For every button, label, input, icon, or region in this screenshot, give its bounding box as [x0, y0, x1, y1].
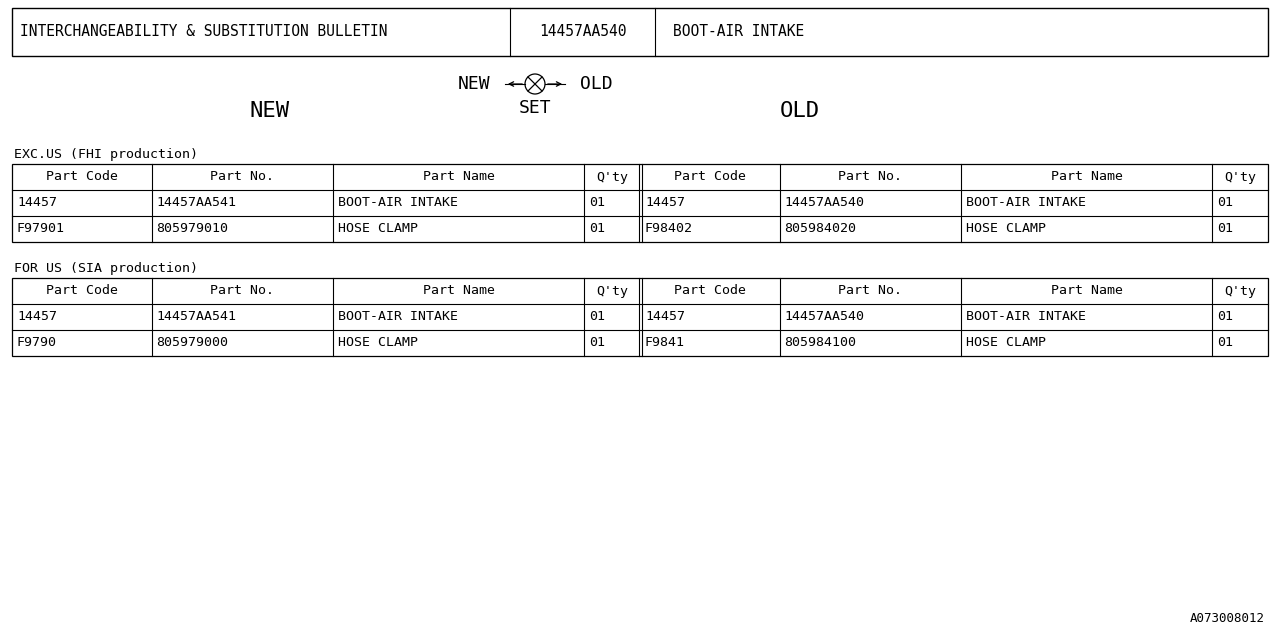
Text: Part Name: Part Name [1051, 285, 1123, 298]
Text: 14457: 14457 [645, 196, 685, 209]
Text: F9790: F9790 [17, 337, 58, 349]
Text: 14457AA541: 14457AA541 [156, 310, 237, 323]
Text: Q'ty: Q'ty [596, 285, 628, 298]
Text: 14457AA540: 14457AA540 [785, 310, 864, 323]
Text: HOSE CLAMP: HOSE CLAMP [966, 337, 1046, 349]
Text: Part No.: Part No. [210, 285, 274, 298]
Text: Part No.: Part No. [838, 170, 902, 184]
Text: Part Name: Part Name [422, 285, 494, 298]
Text: Part No.: Part No. [838, 285, 902, 298]
Text: Q'ty: Q'ty [1224, 170, 1256, 184]
Text: 14457: 14457 [645, 310, 685, 323]
Text: F98402: F98402 [645, 223, 692, 236]
Text: FOR US (SIA production): FOR US (SIA production) [14, 262, 198, 275]
Text: BOOT-AIR INTAKE: BOOT-AIR INTAKE [673, 24, 804, 40]
Text: 01: 01 [589, 337, 605, 349]
Text: NEW: NEW [457, 75, 490, 93]
Text: BOOT-AIR INTAKE: BOOT-AIR INTAKE [966, 196, 1085, 209]
Text: EXC.US (FHI production): EXC.US (FHI production) [14, 148, 198, 161]
Text: 01: 01 [1217, 310, 1233, 323]
Text: NEW: NEW [250, 101, 291, 121]
Text: Part Name: Part Name [1051, 170, 1123, 184]
Text: 14457: 14457 [17, 310, 58, 323]
Text: 805979010: 805979010 [156, 223, 229, 236]
Text: F97901: F97901 [17, 223, 65, 236]
Text: A073008012: A073008012 [1190, 612, 1265, 625]
Text: OLD: OLD [580, 75, 613, 93]
Text: HOSE CLAMP: HOSE CLAMP [338, 223, 419, 236]
Text: 14457AA540: 14457AA540 [785, 196, 864, 209]
Text: Part Code: Part Code [673, 285, 746, 298]
Text: Part Code: Part Code [46, 285, 118, 298]
Bar [12, 164, 1268, 242]
Text: Part No.: Part No. [210, 170, 274, 184]
Text: INTERCHANGEABILITY & SUBSTITUTION BULLETIN: INTERCHANGEABILITY & SUBSTITUTION BULLET… [20, 24, 388, 40]
Text: BOOT-AIR INTAKE: BOOT-AIR INTAKE [966, 310, 1085, 323]
Text: Q'ty: Q'ty [1224, 285, 1256, 298]
Text: Q'ty: Q'ty [596, 170, 628, 184]
Text: 01: 01 [1217, 223, 1233, 236]
Text: 14457: 14457 [17, 196, 58, 209]
Text: BOOT-AIR INTAKE: BOOT-AIR INTAKE [338, 196, 458, 209]
Text: 01: 01 [1217, 196, 1233, 209]
Text: Part Code: Part Code [673, 170, 746, 184]
Text: 01: 01 [1217, 337, 1233, 349]
Text: BOOT-AIR INTAKE: BOOT-AIR INTAKE [338, 310, 458, 323]
Text: SET: SET [518, 99, 552, 117]
Text: 01: 01 [589, 196, 605, 209]
Text: Part Code: Part Code [46, 170, 118, 184]
Bar [12, 278, 1268, 356]
Text: 805984100: 805984100 [785, 337, 856, 349]
Text: 14457AA540: 14457AA540 [539, 24, 626, 40]
Text: F9841: F9841 [645, 337, 685, 349]
Text: 805979000: 805979000 [156, 337, 229, 349]
Text: 01: 01 [589, 310, 605, 323]
Text: HOSE CLAMP: HOSE CLAMP [966, 223, 1046, 236]
Text: OLD: OLD [780, 101, 820, 121]
Text: Part Name: Part Name [422, 170, 494, 184]
Text: 01: 01 [589, 223, 605, 236]
Text: HOSE CLAMP: HOSE CLAMP [338, 337, 419, 349]
Text: 805984020: 805984020 [785, 223, 856, 236]
Bar [12, 8, 1268, 56]
Text: 14457AA541: 14457AA541 [156, 196, 237, 209]
